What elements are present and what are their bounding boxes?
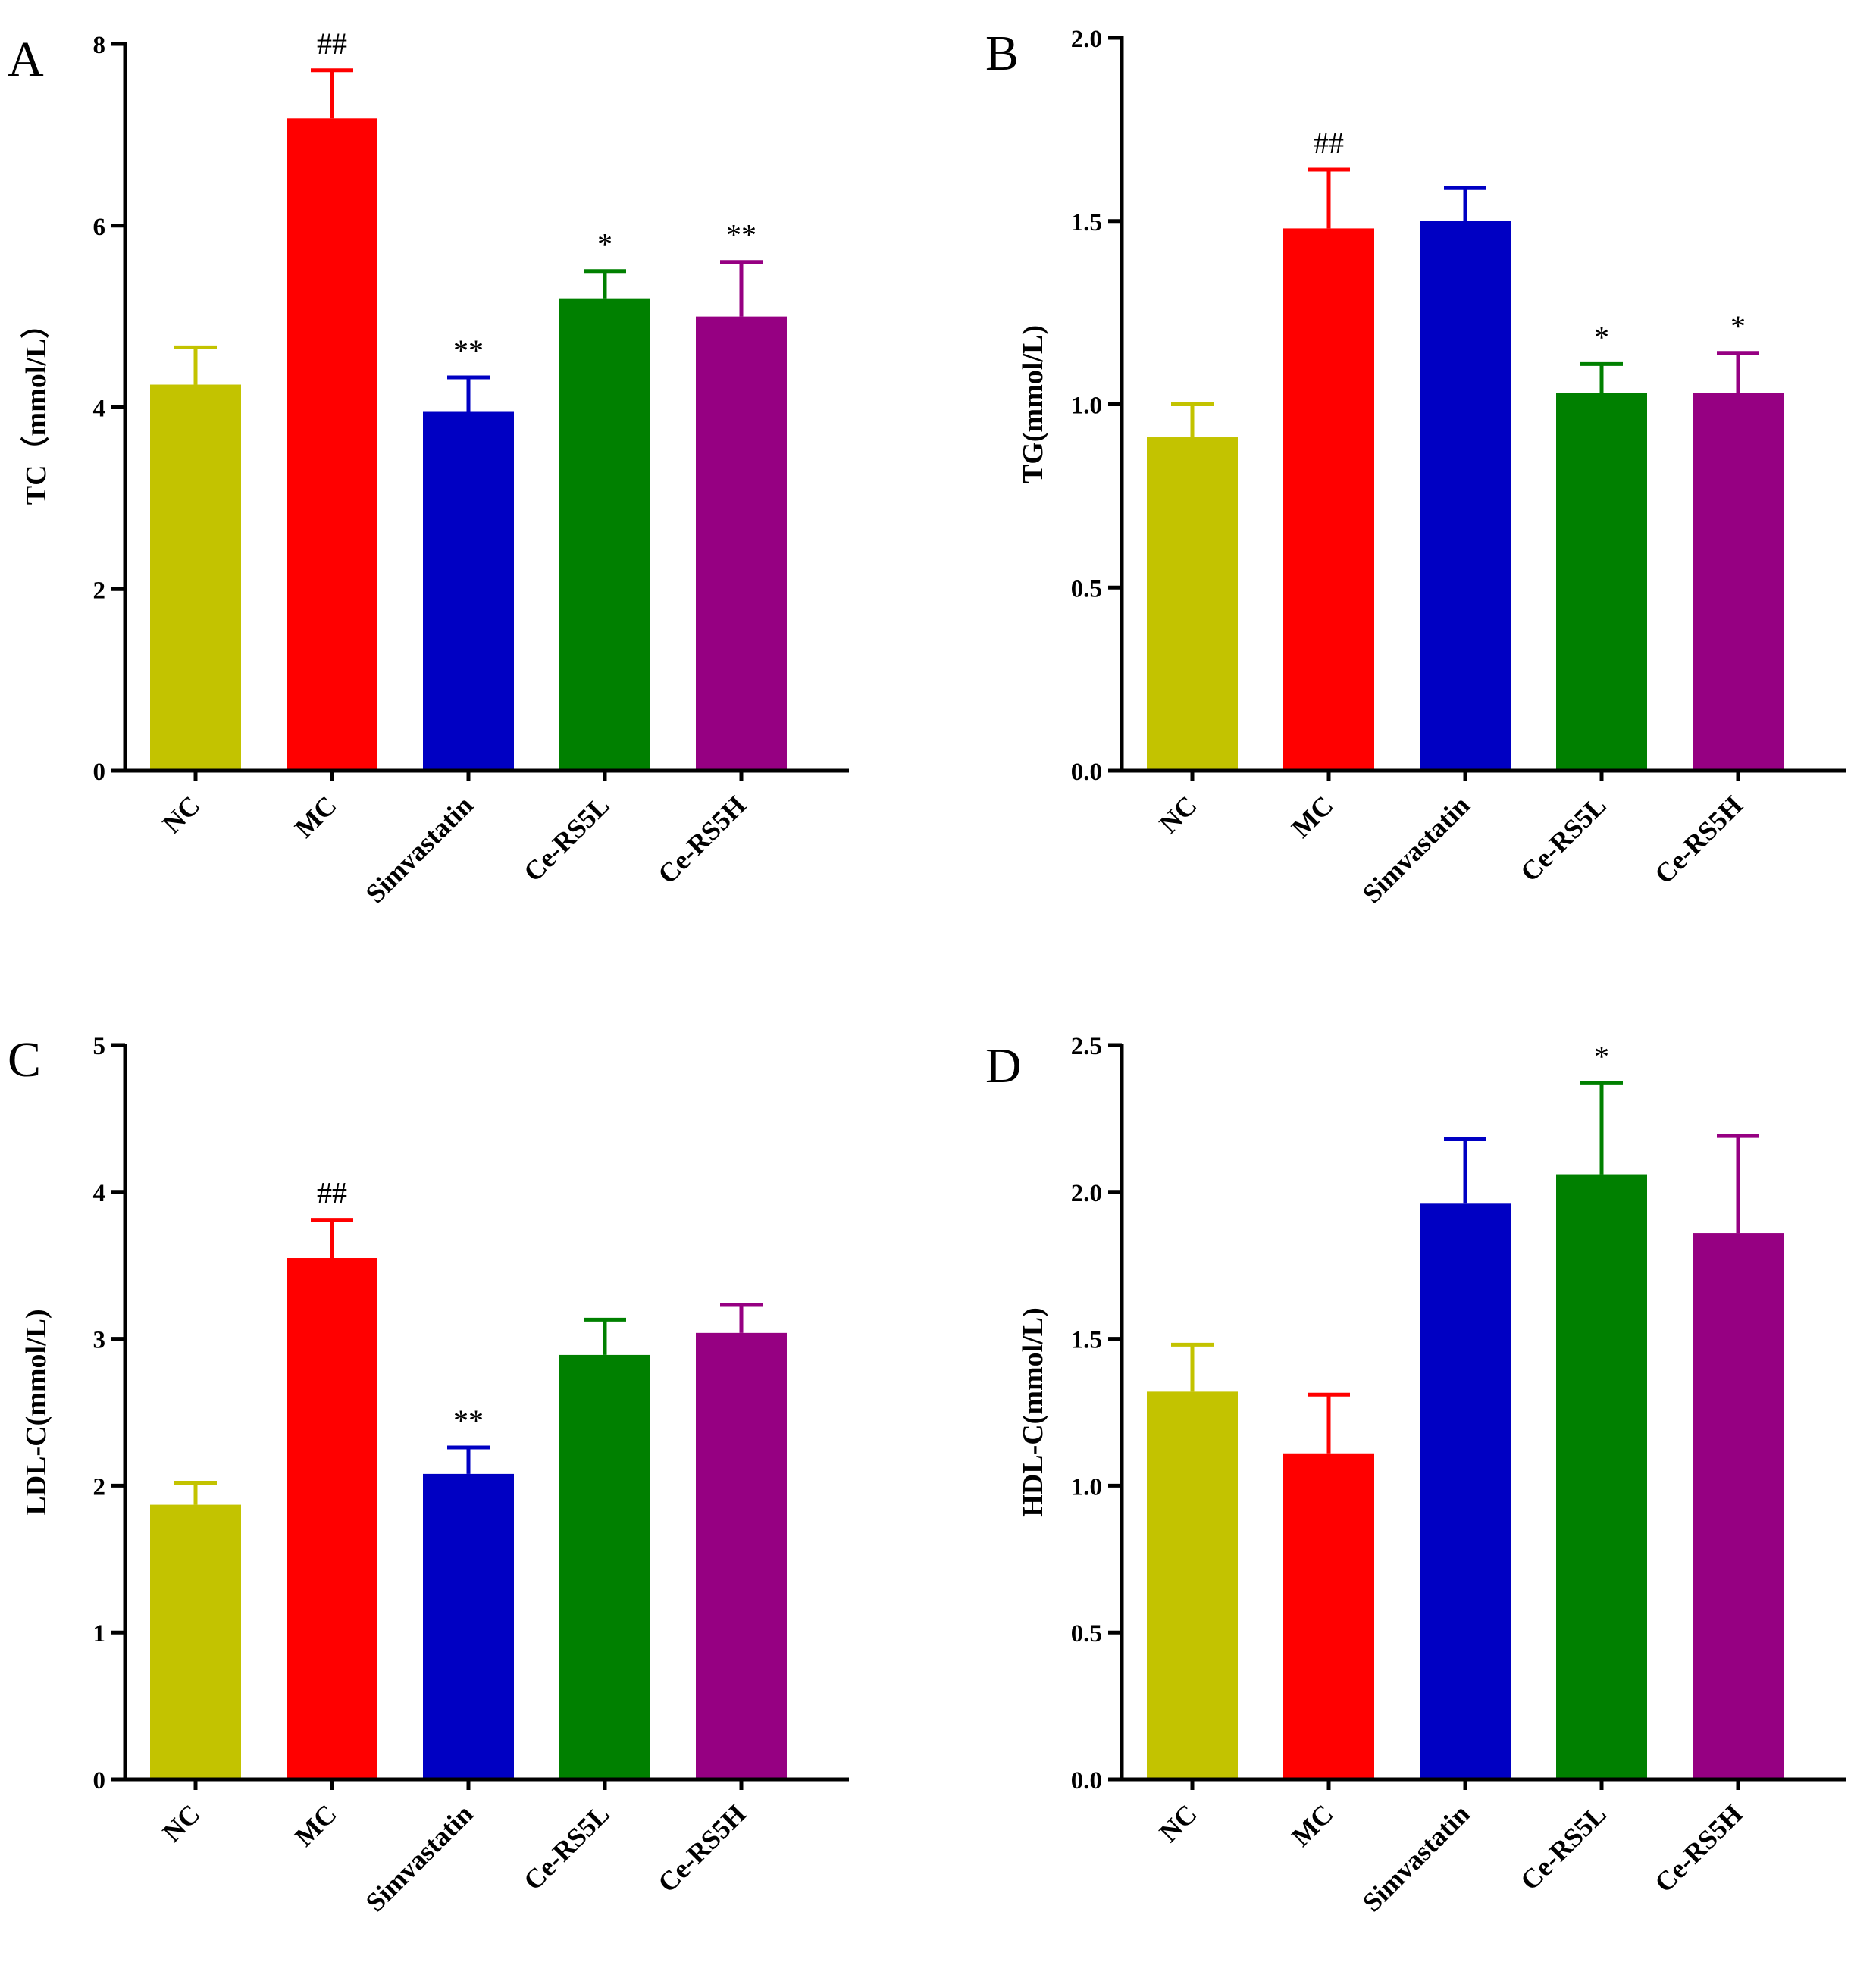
bar-ce-rs5h: [1693, 393, 1784, 771]
y-tick-label: 4: [93, 1180, 106, 1207]
x-tick-label-nc: NC: [1154, 1798, 1203, 1848]
panel-letter: D: [985, 1038, 1022, 1094]
bar-mc: [1283, 1453, 1374, 1779]
x-tick-label-ce-rs5h: Ce-RS5H: [652, 1798, 752, 1898]
bar-simvastatin: [1420, 221, 1511, 771]
panel-letter: A: [8, 32, 44, 87]
bar-nc: [1147, 1391, 1238, 1779]
y-axis-title: TC（mmol/L）: [20, 310, 52, 505]
y-tick-label: 2.0: [1071, 26, 1102, 53]
y-axis-title: LDL-C(mmol/L): [20, 1309, 52, 1515]
bar-ce-rs5l: [559, 1354, 650, 1779]
bar-ce-rs5h: [1693, 1233, 1784, 1779]
y-tick-label: 0.5: [1071, 1620, 1102, 1648]
significance-mc: ##: [317, 27, 347, 61]
y-tick-label: 1.5: [1071, 209, 1102, 236]
y-tick-label: 0.0: [1071, 1767, 1102, 1795]
y-tick-label: 5: [93, 1033, 106, 1060]
x-tick-label-mc: MC: [289, 1798, 343, 1852]
panel-letter: B: [985, 26, 1019, 81]
x-tick-label-ce-rs5h: Ce-RS5H: [1649, 1798, 1749, 1898]
bar-ce-rs5l: [1556, 1174, 1647, 1779]
y-tick-label: 2.0: [1071, 1180, 1102, 1207]
panel-b: B NC ## MC Simvastatin * Ce-RS5L * Ce-RS5H 0.0 0.5…: [985, 26, 1846, 909]
x-tick-label-ce-rs5l: Ce-RS5L: [1514, 1798, 1612, 1896]
y-tick-label: 4: [93, 396, 106, 423]
bar-ce-rs5h: [696, 1332, 787, 1779]
y-tick-label: 1.0: [1071, 1473, 1102, 1500]
y-tick-label: 0: [93, 759, 106, 786]
bar-mc: [287, 118, 377, 771]
significance-ce-rs5h: *: [1730, 309, 1746, 343]
bar-ce-rs5l: [559, 298, 650, 771]
panel-d: D NC MC Simvastatin * Ce-RS5L Ce-RS5H 0.0 0.5 1.0…: [985, 1033, 1846, 1917]
y-tick-label: 0.0: [1071, 759, 1102, 786]
significance-ce-rs5h: **: [726, 218, 756, 252]
y-axis-title: HDL-C(mmol/L): [1017, 1307, 1049, 1517]
y-tick-label: 1.5: [1071, 1327, 1102, 1354]
y-tick-label: 0.5: [1071, 575, 1102, 602]
y-tick-label: 1.0: [1071, 393, 1102, 420]
x-tick-label-simvastatin: Simvastatin: [1357, 790, 1476, 909]
x-tick-label-nc: NC: [1154, 790, 1203, 839]
x-tick-label-ce-rs5l: Ce-RS5L: [518, 1798, 615, 1896]
x-tick-label-simvastatin: Simvastatin: [360, 790, 479, 909]
bar-simvastatin: [423, 1473, 514, 1779]
bar-nc: [1147, 437, 1238, 771]
bar-mc: [1283, 228, 1374, 771]
y-axis-title: TG(mmol/L): [1017, 325, 1049, 483]
significance-ce-rs5l: *: [1594, 320, 1609, 354]
y-tick-label: 2.5: [1071, 1033, 1102, 1060]
y-tick-label: 0: [93, 1767, 106, 1795]
x-tick-label-nc: NC: [157, 1798, 206, 1848]
x-tick-label-ce-rs5h: Ce-RS5H: [652, 790, 752, 890]
bar-simvastatin: [423, 411, 514, 771]
bar-nc: [150, 1504, 241, 1779]
x-tick-label-nc: NC: [157, 790, 206, 839]
bar-ce-rs5h: [696, 316, 787, 771]
x-tick-label-mc: MC: [289, 790, 343, 843]
significance-ce-rs5l: *: [597, 227, 612, 261]
x-tick-label-ce-rs5l: Ce-RS5L: [1514, 790, 1612, 887]
panel-letter: C: [8, 1032, 41, 1087]
x-tick-label-simvastatin: Simvastatin: [1357, 1798, 1476, 1917]
y-tick-label: 6: [93, 214, 106, 241]
x-tick-label-ce-rs5l: Ce-RS5L: [518, 790, 615, 887]
bar-nc: [150, 384, 241, 771]
x-tick-label-mc: MC: [1286, 790, 1339, 843]
y-tick-label: 2: [93, 1473, 106, 1500]
y-tick-label: 3: [93, 1327, 106, 1354]
panel-c: C NC ## MC ** Simvastatin Ce-RS5L Ce-RS5H 0 1 2 3 4 5…: [8, 1032, 849, 1917]
significance-simvastatin: **: [453, 333, 484, 368]
panel-a: A NC ## MC ** Simvastatin * Ce-RS5L ** Ce-RS5H 0 2 4…: [8, 27, 849, 909]
bar-ce-rs5l: [1556, 393, 1647, 771]
x-tick-label-simvastatin: Simvastatin: [360, 1798, 479, 1917]
significance-simvastatin: **: [453, 1403, 484, 1438]
significance-ce-rs5l: *: [1594, 1039, 1609, 1073]
y-tick-label: 2: [93, 577, 106, 604]
y-tick-label: 1: [93, 1620, 106, 1648]
significance-mc: ##: [317, 1176, 347, 1210]
x-tick-label-ce-rs5h: Ce-RS5H: [1649, 790, 1749, 890]
bar-simvastatin: [1420, 1203, 1511, 1779]
x-tick-label-mc: MC: [1286, 1798, 1339, 1852]
bar-mc: [287, 1258, 377, 1779]
y-tick-label: 8: [93, 32, 106, 59]
significance-mc: ##: [1314, 126, 1344, 160]
